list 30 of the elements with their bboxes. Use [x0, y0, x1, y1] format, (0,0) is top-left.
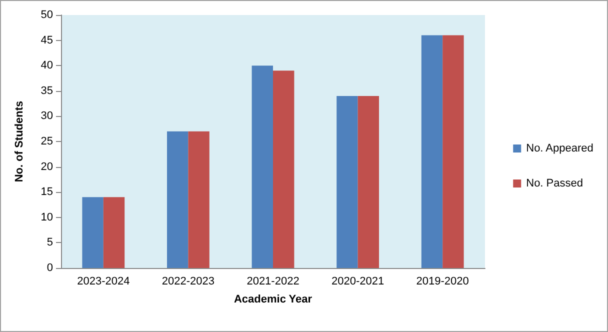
bar	[252, 66, 273, 268]
x-tick-label: 2023-2024	[77, 276, 130, 288]
bar	[188, 131, 210, 268]
x-tick-label: 2022-2023	[162, 276, 215, 288]
y-tick-label: 0	[46, 262, 53, 274]
legend-label: No. Passed	[526, 178, 583, 190]
y-tick-label: 25	[40, 136, 53, 148]
x-axis-title: Academic Year	[234, 294, 313, 306]
y-tick-label: 45	[40, 34, 53, 46]
y-tick-label: 40	[40, 60, 53, 72]
y-tick-label: 35	[40, 84, 53, 97]
bar	[358, 96, 379, 268]
x-tick-label: 2021-2022	[246, 276, 300, 288]
y-tick-label: 10	[40, 211, 53, 224]
y-tick-label: 30	[40, 110, 53, 122]
bar	[442, 35, 464, 268]
bar	[82, 197, 104, 268]
bar	[167, 131, 188, 268]
x-tick-label: 2020-2021	[331, 276, 384, 288]
y-tick-label: 20	[40, 160, 53, 173]
y-tick-label: 5	[46, 236, 53, 249]
bar	[103, 197, 125, 268]
legend-label: No. Appeared	[526, 142, 594, 154]
y-tick-label: 15	[40, 186, 53, 198]
bar	[421, 35, 443, 268]
y-axis-title: No. of Students	[14, 100, 26, 182]
y-tick-label: 50	[40, 9, 53, 21]
x-tick-label: 2019-2020	[416, 276, 469, 288]
bar	[273, 70, 294, 268]
bar	[336, 96, 358, 268]
